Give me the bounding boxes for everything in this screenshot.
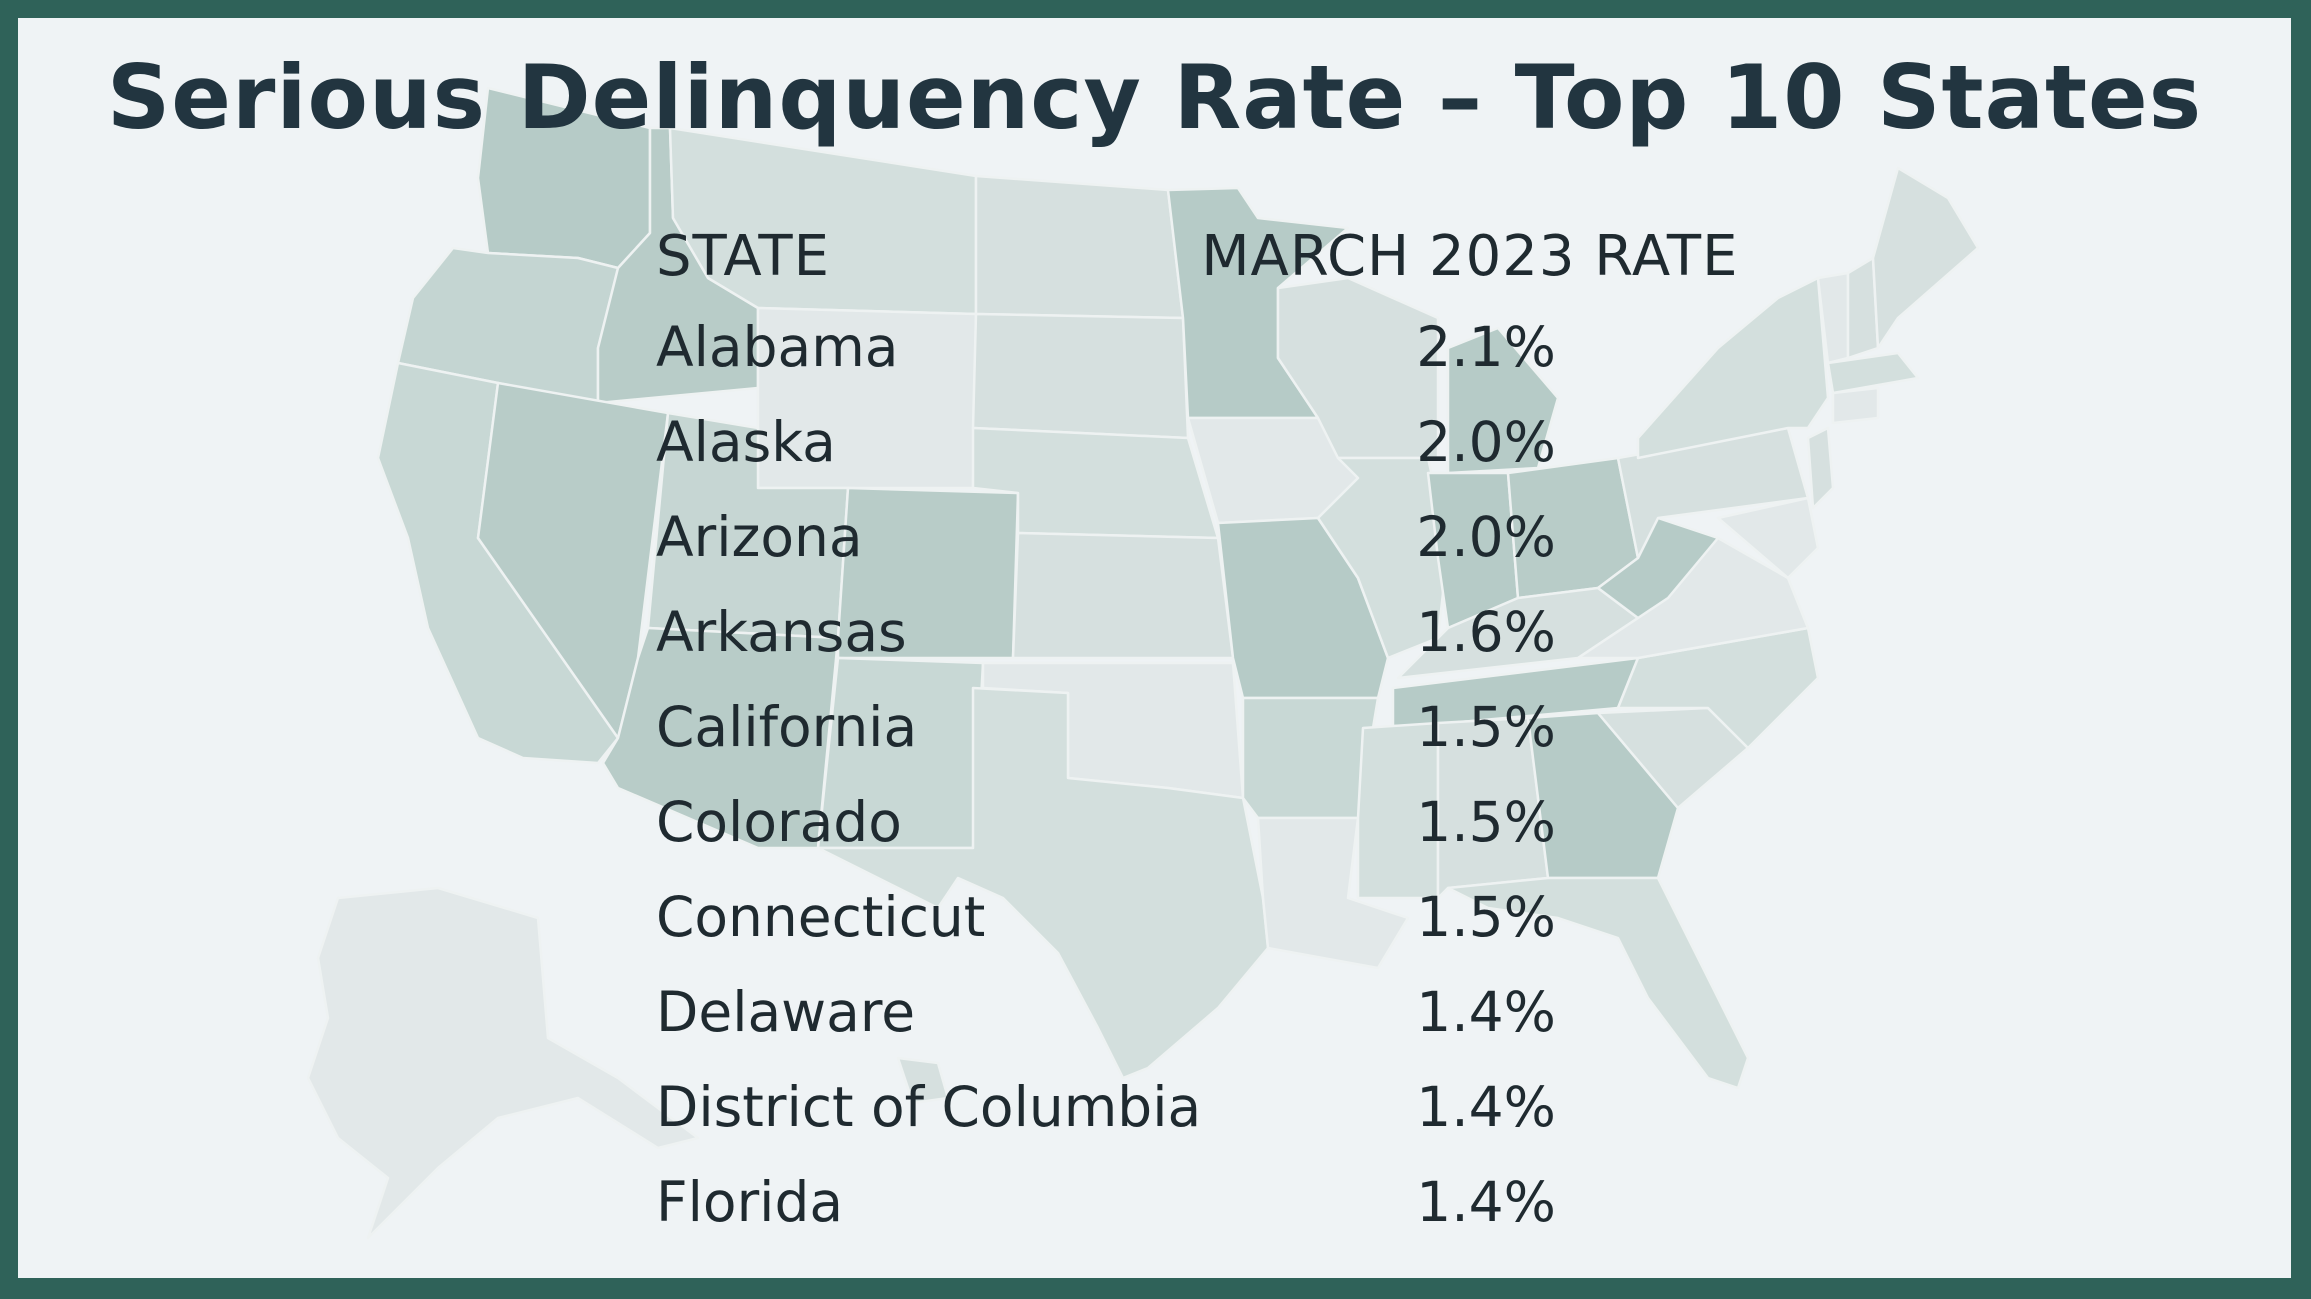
state-cell: District of Columbia xyxy=(656,1074,1202,1139)
state-cell: Florida xyxy=(656,1169,844,1234)
state-cell: Arkansas xyxy=(656,599,907,664)
rate-cell: 1.5% xyxy=(1416,884,1556,949)
state-cell: Connecticut xyxy=(656,884,986,949)
delinquency-rate-table: STATE MARCH 2023 RATE Alabama 2.1% Alask… xyxy=(656,213,1761,1249)
table-row: Alabama 2.1% xyxy=(656,299,1761,394)
table-row: Connecticut 1.5% xyxy=(656,869,1761,964)
table-row: Florida 1.4% xyxy=(656,1154,1761,1249)
us-map-background xyxy=(306,86,1980,1240)
map-state-ny xyxy=(1636,276,1830,460)
rate-cell: 1.4% xyxy=(1416,979,1556,1044)
rate-cell: 2.0% xyxy=(1416,504,1556,569)
map-state-me xyxy=(1871,166,1980,350)
rate-cell: 1.4% xyxy=(1416,1074,1556,1139)
state-cell: Alaska xyxy=(656,409,836,474)
state-cell: Alabama xyxy=(656,314,899,379)
table-header-row: STATE MARCH 2023 RATE xyxy=(656,213,1761,299)
map-state-mi xyxy=(1446,326,1560,475)
table-row: Arkansas 1.6% xyxy=(656,584,1761,679)
table-row: Delaware 1.4% xyxy=(656,964,1761,1059)
map-state-ma xyxy=(1826,351,1920,395)
column-header-rate: MARCH 2023 RATE xyxy=(1201,223,1739,289)
rate-cell: 2.0% xyxy=(1416,409,1556,474)
rate-cell: 1.6% xyxy=(1416,599,1556,664)
rate-cell: 1.5% xyxy=(1416,789,1556,854)
map-state-fl xyxy=(1446,876,1750,1090)
map-state-la xyxy=(1256,816,1410,970)
map-state-nj xyxy=(1806,426,1835,510)
state-cell: Delaware xyxy=(656,979,916,1044)
map-state-tx xyxy=(816,686,1270,1080)
table-row: Arizona 2.0% xyxy=(656,489,1761,584)
column-header-state: STATE xyxy=(656,223,830,289)
map-state-ms xyxy=(1356,721,1440,900)
rate-cell: 2.1% xyxy=(1416,314,1556,379)
map-state-hi xyxy=(896,1056,950,1105)
map-state-ct xyxy=(1831,386,1880,425)
map-state-ak xyxy=(306,886,700,1240)
state-cell: Arizona xyxy=(656,504,863,569)
table-row: Alaska 2.0% xyxy=(656,394,1761,489)
slide: Serious Delinquency Rate – Top 10 States… xyxy=(18,18,2291,1278)
page-title: Serious Delinquency Rate – Top 10 States xyxy=(106,46,2203,149)
state-cell: California xyxy=(656,694,918,759)
table-row: District of Columbia 1.4% xyxy=(656,1059,1761,1154)
map-state-md xyxy=(1716,496,1820,580)
rate-cell: 1.4% xyxy=(1416,1169,1556,1234)
rate-cell: 1.5% xyxy=(1416,694,1556,759)
map-state-az xyxy=(601,626,840,850)
map-state-ga xyxy=(1526,711,1680,880)
state-cell: Colorado xyxy=(656,789,902,854)
map-state-co xyxy=(836,486,1020,660)
table-row: Colorado 1.5% xyxy=(656,774,1761,869)
table-row: California 1.5% xyxy=(656,679,1761,774)
